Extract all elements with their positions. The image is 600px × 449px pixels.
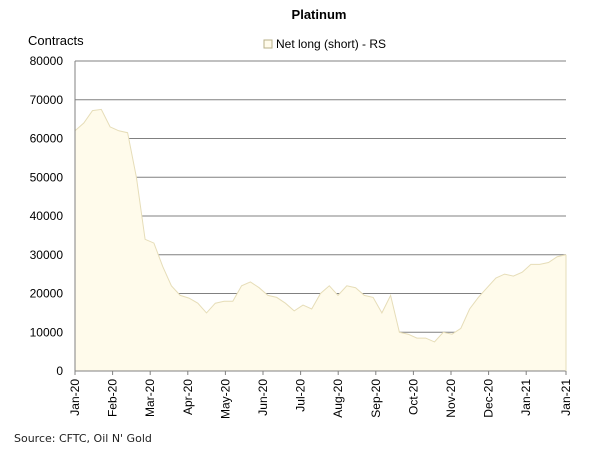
x-tick-label: Jun-20 bbox=[256, 379, 270, 416]
legend-swatch bbox=[263, 39, 273, 49]
x-axis-ticks: Jan-20 Feb-20 Mar-20 Apr-20 May-20 Jun-20 Jul-… bbox=[68, 371, 573, 419]
x-tick-label: Sep-20 bbox=[369, 379, 383, 418]
x-tick-label: Jan-21 bbox=[519, 379, 533, 416]
series-area bbox=[75, 109, 566, 372]
x-tick-label: Oct-20 bbox=[406, 379, 420, 415]
source-note: Source: CFTC, Oil N' Gold bbox=[14, 432, 152, 445]
y-tick-label: 0 bbox=[56, 364, 63, 378]
chart-title: Platinum bbox=[292, 7, 347, 22]
y-tick-label: 80000 bbox=[30, 54, 64, 68]
y-tick-label: 10000 bbox=[30, 325, 64, 339]
y-tick-label: 70000 bbox=[30, 93, 64, 107]
legend-label: Net long (short) - RS bbox=[276, 37, 386, 51]
x-tick-label: Feb-20 bbox=[106, 379, 120, 417]
plot-area bbox=[74, 108, 567, 372]
y-tick-label: 30000 bbox=[30, 248, 64, 262]
y-axis-ticks: 0 10000 20000 30000 40000 50000 60000 70000 8000… bbox=[30, 54, 64, 378]
y-tick-label: 20000 bbox=[30, 287, 64, 301]
x-tick-label: Jan-20 bbox=[68, 379, 82, 416]
x-tick-label: Dec-20 bbox=[482, 379, 496, 418]
axes bbox=[74, 61, 567, 372]
x-tick-label: Apr-20 bbox=[181, 379, 195, 415]
y-tick-label: 60000 bbox=[30, 132, 64, 146]
legend: Net long (short) - RS bbox=[263, 37, 386, 51]
y-tick-label: 50000 bbox=[30, 170, 64, 184]
x-tick-label: Nov-20 bbox=[444, 379, 458, 418]
x-tick-label: Aug-20 bbox=[331, 379, 345, 418]
x-tick-label: May-20 bbox=[218, 379, 232, 419]
y-axis-title: Contracts bbox=[28, 33, 84, 48]
series-line bbox=[74, 108, 567, 343]
x-tick-label: Jul-20 bbox=[294, 379, 308, 412]
x-tick-label: Mar-20 bbox=[143, 379, 157, 417]
x-tick-label: Jan-21 bbox=[559, 379, 573, 416]
y-tick-label: 40000 bbox=[30, 209, 64, 223]
